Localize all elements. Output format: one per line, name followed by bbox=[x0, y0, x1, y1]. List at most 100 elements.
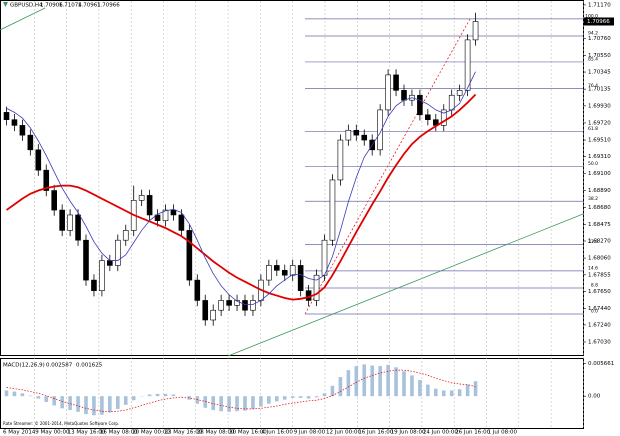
candle-body bbox=[59, 209, 65, 231]
x-tick-label: 4 Jun 16:00 bbox=[261, 430, 293, 436]
candle-body bbox=[107, 260, 113, 266]
candle-body bbox=[146, 195, 153, 216]
macd-label: MACD(12,26,9) bbox=[3, 363, 45, 369]
candle-body bbox=[218, 300, 224, 311]
y-tick-label: 1.69510 bbox=[588, 138, 611, 144]
moving-average bbox=[5, 93, 477, 301]
header-value: 1.70961 bbox=[78, 3, 101, 9]
candle-body bbox=[91, 279, 97, 291]
candle-body bbox=[401, 90, 407, 101]
fibo-label: 0.0 bbox=[591, 308, 598, 314]
macd-bar bbox=[378, 366, 382, 397]
header-value: 1.71074 bbox=[59, 3, 82, 9]
candle-body bbox=[11, 119, 18, 126]
fibo-label: 85.4 bbox=[588, 56, 598, 62]
x-tick-label: 9 May 00:00 bbox=[35, 430, 70, 436]
macd-bar bbox=[322, 393, 327, 397]
y-tick-label: 1.67855 bbox=[588, 272, 611, 278]
macd-bar bbox=[116, 396, 120, 409]
y-tick-label: 1.70760 bbox=[588, 36, 611, 42]
y-tick-label: 1.68475 bbox=[588, 222, 611, 228]
macd-bar bbox=[227, 396, 231, 412]
candle-body bbox=[385, 74, 391, 111]
candle-body bbox=[345, 129, 352, 141]
macd-bar bbox=[418, 379, 422, 397]
candle-body bbox=[178, 214, 185, 231]
macd-bar bbox=[12, 391, 17, 397]
macd-bar bbox=[251, 396, 255, 409]
x-tick-label: 16 Jun 16:00 bbox=[358, 430, 393, 436]
macd-bar bbox=[36, 396, 41, 399]
trend-line bbox=[0, 7, 46, 31]
macd-bar bbox=[259, 396, 263, 407]
macd-bar bbox=[402, 371, 406, 397]
x-tick-label: 12 Jun 00:00 bbox=[326, 430, 361, 436]
macd-bar bbox=[147, 394, 152, 397]
candle-body bbox=[297, 265, 304, 291]
x-tick-label: 9 Jun 08:00 bbox=[294, 430, 326, 436]
macd-bar bbox=[84, 396, 88, 415]
header-value: 1.70906 bbox=[40, 3, 63, 9]
candle-body bbox=[115, 239, 121, 266]
candle-body bbox=[250, 300, 256, 311]
macd-tick-label: 0.005661 bbox=[588, 361, 614, 367]
candle-body bbox=[122, 230, 129, 241]
fibo-label: 23.6 bbox=[588, 239, 598, 245]
macd-bar bbox=[163, 393, 168, 397]
candle-body bbox=[210, 309, 216, 321]
macd-bar bbox=[473, 381, 478, 397]
macd-bar bbox=[131, 396, 136, 401]
x-tick-label: 20 May 00:00 bbox=[132, 430, 170, 436]
candle-body bbox=[99, 260, 105, 291]
candle-body bbox=[138, 195, 145, 201]
candle-body bbox=[393, 74, 399, 91]
macd-bar bbox=[123, 396, 128, 405]
macd-bar bbox=[267, 396, 271, 404]
y-tick-label: 1.69720 bbox=[588, 120, 611, 126]
macd-bar bbox=[275, 396, 279, 402]
fibo-label: 100.0 bbox=[585, 13, 598, 19]
macd-bar bbox=[386, 364, 390, 397]
symbol: GBPUSD,H4 bbox=[10, 3, 43, 9]
macd-bar bbox=[203, 396, 208, 408]
macd-bar bbox=[52, 396, 56, 406]
x-tick-label: 13 May 16:00 bbox=[68, 430, 106, 436]
moving-average bbox=[6, 71, 476, 305]
macd-bar bbox=[108, 396, 112, 413]
fibo-label: 76.4 bbox=[588, 83, 598, 89]
macd-bar bbox=[243, 396, 247, 411]
candle-body bbox=[51, 190, 58, 211]
macd-bar bbox=[354, 366, 359, 397]
macd-tick-label: 0.00 bbox=[588, 394, 601, 400]
x-tick-label: 6 May 2014 bbox=[3, 430, 36, 436]
candle-body bbox=[35, 149, 42, 171]
macd-bar bbox=[76, 396, 80, 412]
macd-bar bbox=[346, 370, 351, 397]
macd-bar bbox=[306, 396, 311, 399]
x-tick-label: 24 Jun 00:00 bbox=[423, 430, 458, 436]
macd-bar bbox=[298, 396, 303, 398]
macd-bar bbox=[434, 388, 438, 397]
y-tick-label: 1.68270 bbox=[588, 239, 611, 245]
y-tick-label: 1.68680 bbox=[588, 205, 611, 211]
x-tick-label: 23 May 16:00 bbox=[165, 430, 203, 436]
y-tick-label: 1.69310 bbox=[588, 154, 611, 160]
fibo-label: 8.8 bbox=[591, 282, 598, 288]
macd-bar bbox=[92, 396, 96, 416]
macd-bar bbox=[4, 390, 9, 397]
fibo-label: 14.6 bbox=[588, 265, 598, 271]
x-tick-label: 1 Jul 08:00 bbox=[488, 430, 518, 436]
macd-bar bbox=[330, 385, 335, 397]
macd-bar bbox=[410, 375, 414, 397]
macd-bar bbox=[68, 396, 72, 411]
candle-body bbox=[425, 114, 431, 120]
macd-bar bbox=[370, 365, 374, 397]
candle-body bbox=[329, 179, 336, 241]
candle-body bbox=[194, 279, 201, 301]
candle-body bbox=[186, 230, 193, 281]
macd-bar bbox=[20, 393, 25, 397]
macd-bar bbox=[211, 396, 215, 411]
candle-body bbox=[273, 265, 280, 271]
candle-body bbox=[417, 94, 423, 116]
